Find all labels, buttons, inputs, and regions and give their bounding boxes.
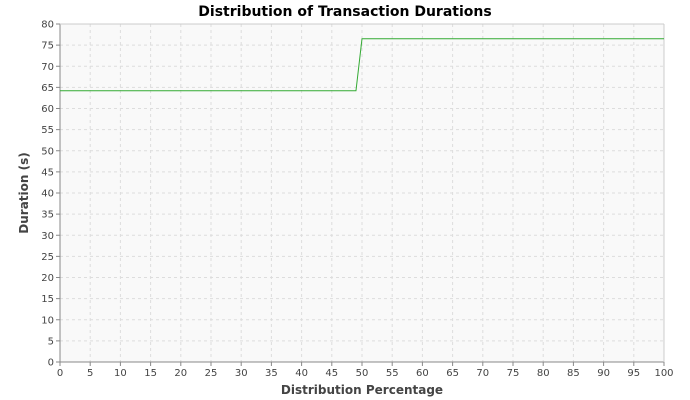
y-tick-label: 40 — [41, 189, 54, 200]
x-tick-label: 15 — [144, 368, 157, 379]
y-axis-label: Duration (s) — [17, 152, 31, 233]
x-tick-label: 45 — [325, 368, 338, 379]
y-tick-label: 55 — [41, 125, 54, 136]
x-tick-label: 0 — [57, 368, 63, 379]
x-tick-label: 50 — [356, 368, 369, 379]
x-tick-label: 55 — [386, 368, 399, 379]
x-tick-label: 35 — [265, 368, 278, 379]
x-tick-label: 65 — [446, 368, 459, 379]
x-axis-ticks: 0 5 10 15 20 25 30 35 40 45 50 55 60 65 70 75 80 85 90 95 10… — [57, 362, 674, 379]
y-tick-label: 70 — [41, 62, 54, 73]
y-tick-label: 15 — [41, 294, 54, 305]
x-tick-label: 40 — [295, 368, 308, 379]
x-tick-label: 90 — [597, 368, 610, 379]
y-tick-label: 50 — [41, 146, 54, 157]
grid-lines — [60, 23, 665, 362]
y-tick-label: 30 — [41, 231, 54, 242]
y-tick-label: 60 — [41, 104, 54, 115]
y-tick-label: 80 — [41, 20, 54, 31]
x-tick-label: 60 — [416, 368, 429, 379]
series-line — [60, 38, 664, 92]
x-tick-label: 5 — [87, 368, 93, 379]
y-tick-label: 65 — [41, 83, 54, 94]
y-axis-ticks: 0 5 10 15 20 25 30 35 40 45 50 55 60 65 70 75 80 — [41, 20, 60, 369]
y-tick-label: 25 — [41, 252, 54, 263]
y-tick-label: 0 — [48, 358, 54, 369]
y-tick-label: 35 — [41, 210, 54, 221]
y-tick-label: 10 — [41, 315, 54, 326]
x-tick-label: 95 — [627, 368, 640, 379]
chart-title: Distribution of Transaction Durations — [198, 4, 491, 20]
y-tick-label: 5 — [48, 336, 54, 347]
x-tick-label: 20 — [174, 368, 187, 379]
y-tick-label: 20 — [41, 273, 54, 284]
x-tick-label: 75 — [507, 368, 520, 379]
y-tick-label: 75 — [41, 41, 54, 52]
x-tick-label: 10 — [114, 368, 127, 379]
x-tick-label: 100 — [654, 368, 673, 379]
x-tick-label: 85 — [567, 368, 580, 379]
x-tick-label: 80 — [537, 368, 550, 379]
x-tick-label: 70 — [476, 368, 489, 379]
y-tick-label: 45 — [41, 167, 54, 178]
x-tick-label: 30 — [235, 368, 248, 379]
x-tick-label: 25 — [205, 368, 218, 379]
x-axis-label: Distribution Percentage — [281, 383, 443, 397]
series-layer — [60, 38, 664, 92]
